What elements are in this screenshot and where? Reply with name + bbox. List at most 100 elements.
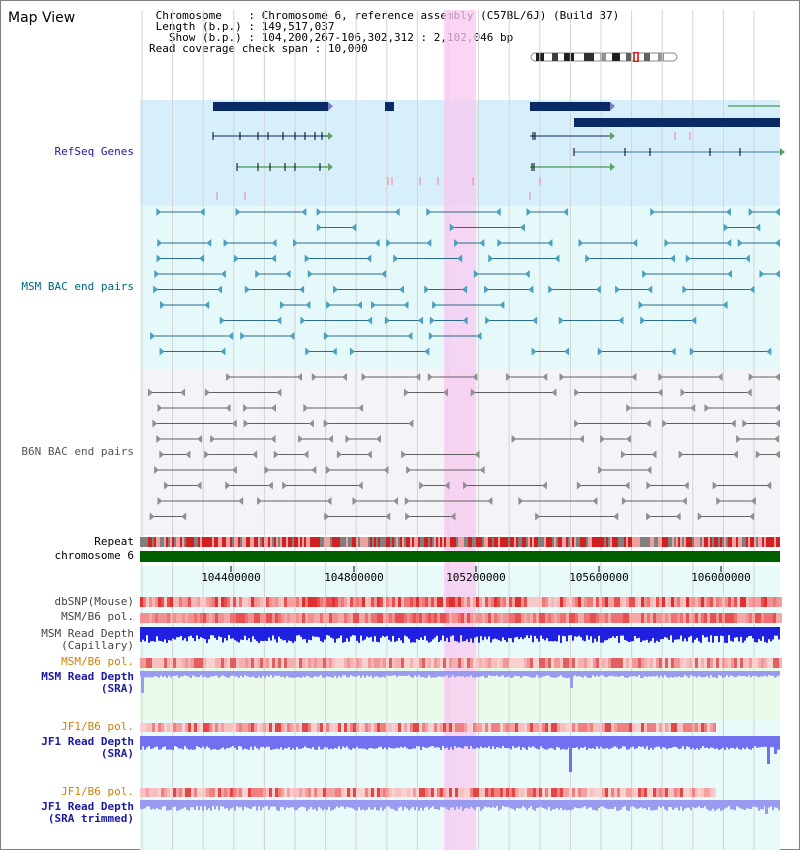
jf1-pol-heat — [353, 723, 356, 732]
jf1-sra-depth — [268, 736, 270, 747]
dbsnp-heat — [635, 597, 638, 607]
repeat-mark — [698, 537, 700, 547]
jf1-pol-2-heat — [230, 788, 233, 797]
msm-sra-depth — [160, 671, 162, 676]
jf1-pol-heat — [497, 723, 500, 732]
msm-pol-heat — [572, 613, 575, 623]
msm-sra-pol-heat — [506, 658, 509, 668]
msm-capillary-depth — [770, 627, 772, 642]
msm-pol-heat — [689, 613, 692, 623]
jf1-sra-depth — [704, 736, 706, 748]
repeat-mark — [496, 537, 498, 547]
span-value: 10,000 — [327, 42, 368, 55]
msm-capillary-depth — [506, 627, 508, 643]
jf1-trim-depth — [592, 800, 594, 810]
repeat-mark — [598, 537, 600, 547]
msm-sra-depth — [436, 671, 438, 677]
msm-bac-pair-end — [399, 285, 405, 294]
msm-bac-pair-end — [244, 285, 250, 294]
jf1-pol-heat — [617, 723, 620, 732]
msm-sra-pol-heat — [188, 658, 191, 668]
msm-sra-pol-heat — [497, 658, 500, 668]
b6n-bac-pair-end — [282, 481, 288, 490]
jf1-trim-depth — [426, 800, 428, 807]
jf1-pol-heat — [452, 723, 455, 732]
msm-sra-pol-heat — [479, 658, 482, 668]
msm-sra-depth — [518, 671, 520, 677]
repeat-mark — [192, 537, 194, 547]
msm-pol-heat — [746, 613, 749, 623]
msm-capillary-depth — [670, 627, 672, 636]
msm-bac-label[interactable]: MSM BAC end pairs — [21, 280, 134, 293]
msm-sra-depth — [354, 671, 356, 677]
msm-bac-pair-end — [744, 254, 750, 263]
msm-sra-depth — [532, 671, 534, 678]
msm-sra-depth — [440, 671, 442, 677]
msm-sra-depth — [696, 671, 698, 678]
msm-pol-heat — [554, 613, 557, 623]
jf1-pol-heat — [272, 723, 275, 732]
jf1-trim-depth — [554, 800, 556, 810]
jf1-sra-depth — [546, 736, 548, 750]
msm-sra-depth — [618, 671, 620, 678]
msm-capillary-depth — [752, 627, 754, 639]
dbsnp-heat — [710, 597, 713, 607]
jf1-trim-depth — [708, 800, 710, 811]
jf1-pol-2-heat — [404, 788, 407, 797]
msm-pol-heat — [434, 613, 437, 623]
jf1-pol-2-heat — [401, 788, 404, 797]
msm-sra-depth — [562, 671, 564, 678]
repeat-mark — [696, 537, 698, 547]
jf1-sra-depth — [432, 736, 434, 747]
msm-sra-pol-heat — [182, 658, 185, 668]
msm-capillary-depth — [420, 627, 422, 638]
repeat-mark — [656, 537, 658, 547]
jf1-sra-depth — [384, 736, 386, 748]
repeat-mark — [774, 537, 776, 547]
refseq-genes-label[interactable]: RefSeq Genes — [54, 145, 134, 158]
msm-sra-pol-heat — [455, 658, 458, 668]
msm-capillary-depth — [300, 627, 302, 637]
msm-capillary-depth — [454, 627, 456, 641]
repeat-mark — [766, 537, 768, 547]
jf1-pol-2-heat — [314, 788, 317, 797]
msm-sra-depth — [668, 671, 670, 678]
msm-pol-heat — [731, 613, 734, 623]
jf1-pol-2-heat — [635, 788, 638, 797]
msm-capillary-depth — [682, 627, 684, 642]
msm-pol-heat — [776, 613, 779, 623]
repeat-mark — [248, 537, 250, 547]
jf1-pol-2-heat — [188, 788, 191, 797]
jf1-sra-depth — [320, 736, 322, 750]
jf1-sra-depth — [252, 736, 254, 750]
jf1-pol-2-heat — [590, 788, 593, 797]
msm-pol-heat — [392, 613, 395, 623]
jf1-pol-2-heat — [413, 788, 416, 797]
dbsnp-heat — [467, 597, 470, 607]
jf1-trim-depth — [288, 800, 290, 809]
b6n-bac-pair-end — [252, 450, 258, 459]
msm-sra-depth — [474, 671, 476, 678]
jf1-trim-depth — [642, 800, 644, 809]
msm-sra-pol-heat — [368, 658, 371, 668]
jf1-pol-2-heat — [155, 788, 158, 797]
b6n-bac-pair-end — [474, 450, 480, 459]
msm-capillary-depth — [416, 627, 418, 639]
jf1-pol-heat — [413, 723, 416, 732]
dbsnp-heat — [527, 597, 530, 607]
repeat-mark — [718, 537, 720, 547]
msm-capillary-depth — [402, 627, 404, 643]
repeat-mark — [352, 537, 354, 547]
msm-capillary-depth — [178, 627, 180, 638]
msm-capillary-depth — [188, 627, 190, 637]
msm-sra-pol-heat — [707, 658, 710, 668]
dbsnp-heat — [143, 597, 146, 607]
msm-capillary-depth — [266, 627, 268, 642]
msm-capillary-depth — [668, 627, 670, 640]
msm-capillary-depth — [620, 627, 622, 636]
jf1-trim-depth — [604, 800, 606, 808]
chromosome-ideogram[interactable] — [530, 52, 680, 62]
b6n-bac-label[interactable]: B6N BAC end pairs — [21, 445, 134, 458]
msm-capillary-depth — [286, 627, 288, 643]
